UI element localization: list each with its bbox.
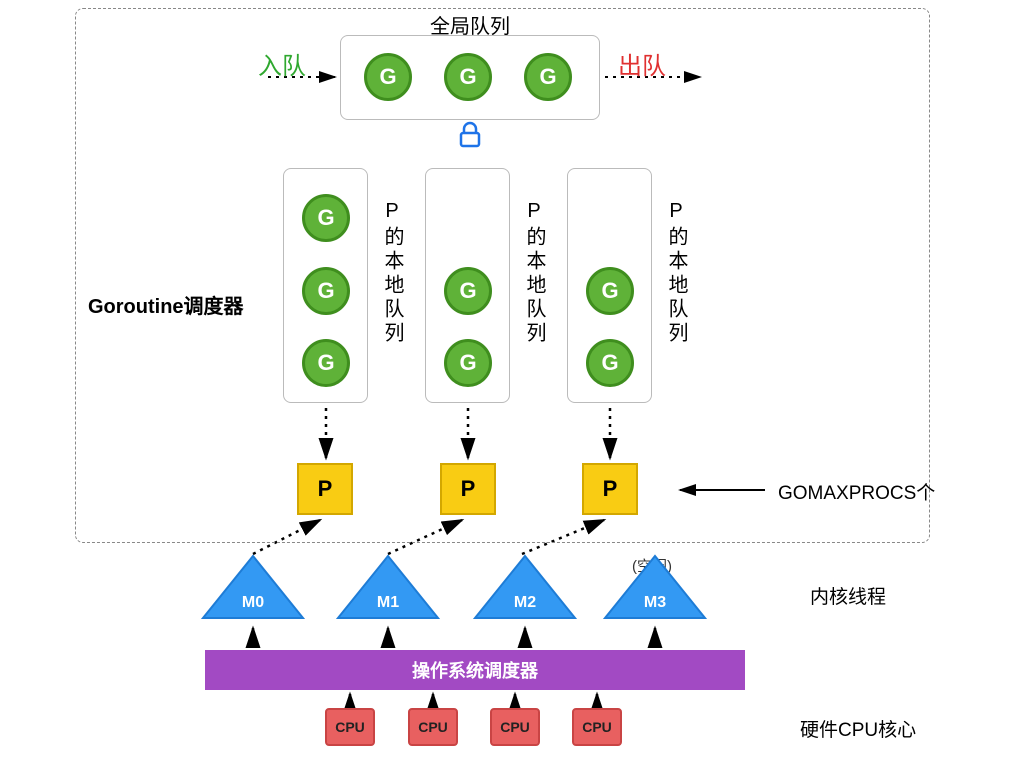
goroutine-circle: G <box>364 53 412 101</box>
local-queue-label: P的本地队列 <box>520 200 549 346</box>
os-scheduler-box: 操作系统调度器 <box>205 650 745 690</box>
local-queue-label: P的本地队列 <box>378 200 407 346</box>
kernel-thread-label: M0 <box>233 594 273 612</box>
hardware-cpu-label: 硬件CPU核心 <box>800 715 916 742</box>
gomaxprocs-label: GOMAXPROCS个 <box>778 478 935 505</box>
cpu-core-box: CPU <box>490 708 540 746</box>
goroutine-circle: G <box>302 339 350 387</box>
kernel-thread-label: M3 <box>635 594 675 612</box>
goroutine-circle: G <box>444 267 492 315</box>
dequeue-label: 出队 <box>618 46 666 81</box>
scheduler-label: Goroutine调度器 <box>88 290 244 319</box>
goroutine-circle: G <box>302 267 350 315</box>
goroutine-circle: G <box>444 339 492 387</box>
lock-icon <box>455 120 485 148</box>
cpu-core-box: CPU <box>572 708 622 746</box>
goroutine-circle: G <box>586 267 634 315</box>
goroutine-circle: G <box>524 53 572 101</box>
goroutine-circle: G <box>586 339 634 387</box>
processor-box: P <box>297 463 353 515</box>
os-scheduler-label: 操作系统调度器 <box>412 657 538 683</box>
kernel-thread-label: M1 <box>368 594 408 612</box>
kernel-threads-label: 内核线程 <box>810 582 886 609</box>
goroutine-circle: G <box>302 194 350 242</box>
processor-box: P <box>440 463 496 515</box>
enqueue-label: 入队 <box>258 46 306 81</box>
cpu-core-box: CPU <box>325 708 375 746</box>
processor-box: P <box>582 463 638 515</box>
kernel-thread-label: M2 <box>505 594 545 612</box>
cpu-core-box: CPU <box>408 708 458 746</box>
local-queue-label: P的本地队列 <box>662 200 691 346</box>
goroutine-circle: G <box>444 53 492 101</box>
